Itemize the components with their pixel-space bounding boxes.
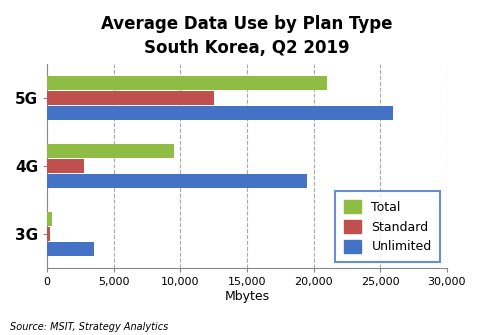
Bar xyxy=(47,212,52,226)
Bar xyxy=(47,144,173,158)
Legend: Total, Standard, Unlimited: Total, Standard, Unlimited xyxy=(335,191,440,262)
Bar xyxy=(47,106,393,120)
Bar xyxy=(47,159,84,173)
Bar xyxy=(47,227,50,241)
Text: Source: MSIT, Strategy Analytics: Source: MSIT, Strategy Analytics xyxy=(10,322,168,332)
Bar xyxy=(47,76,326,90)
Bar xyxy=(47,243,94,256)
Bar xyxy=(47,174,306,188)
Title: Average Data Use by Plan Type
South Korea, Q2 2019: Average Data Use by Plan Type South Kore… xyxy=(101,15,392,57)
X-axis label: Mbytes: Mbytes xyxy=(224,290,269,303)
Bar xyxy=(47,91,213,105)
